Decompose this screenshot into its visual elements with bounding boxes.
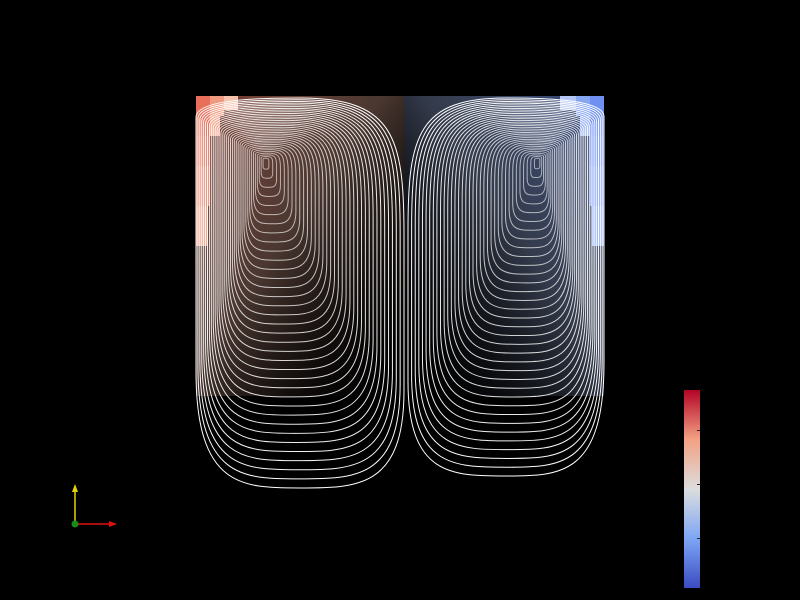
streamline [483,133,566,293]
streamline [233,131,328,307]
streamline [258,154,278,188]
colorbar-tick [697,484,700,485]
streamline [432,109,592,416]
streamline [212,112,370,407]
streamline [197,99,401,480]
streamline [228,126,339,334]
streamline [490,137,563,275]
streamline [515,149,550,214]
streamline [207,107,382,434]
streamline [418,102,599,451]
streamline [214,114,366,398]
streamline [239,137,316,279]
streamline [458,121,579,354]
streamline [447,116,585,380]
streamline [476,130,570,310]
streamline [262,157,270,170]
field-cell [576,96,590,116]
left-vortex-streamlines [195,97,405,489]
field-cell [210,116,220,136]
streamline [222,121,351,361]
streamline [472,128,572,319]
streamline [486,135,565,284]
streamline [497,140,559,258]
streamline [523,152,546,196]
streamline [407,97,605,477]
streamline [241,138,312,270]
streamline [468,126,574,328]
streamline [224,123,347,352]
streamline [440,112,588,398]
streamline [512,147,552,222]
streamline [256,152,281,197]
streamline [494,138,561,266]
streamline [450,118,583,372]
y-axis-arrowhead [72,484,78,492]
streamline [237,135,320,289]
streamline [519,150,548,205]
streamline [479,131,568,301]
streamline [533,157,541,170]
streamline [195,97,405,489]
streamline [436,111,590,407]
colorbar-ramp [684,390,700,588]
streamline [421,104,598,442]
colorbar-tick [697,538,700,539]
streamline [210,111,374,416]
colorbar [684,390,700,588]
streamline [201,102,393,462]
streamline [461,123,577,345]
streamline [260,156,274,179]
streamline [530,156,543,179]
streamline [199,100,397,471]
streamline [429,107,594,424]
streamline [235,133,324,298]
streamline [526,154,544,187]
streamline [216,116,363,389]
streamline [443,114,587,389]
streamline [205,106,386,443]
streamline [414,100,601,459]
streamline [411,99,603,468]
streamline [220,119,355,371]
field-cell [210,96,224,116]
streamline [203,104,390,453]
streamline [245,142,305,252]
streamline [249,145,297,234]
streamline [247,143,301,243]
streamline [218,118,359,380]
streamline [454,119,581,363]
streamline [208,109,378,425]
x-axis-arrowhead [109,521,117,527]
streamline [231,130,332,316]
streamline [254,150,285,207]
streamline [465,125,576,337]
axes-origin [71,520,79,528]
streamline [251,147,293,225]
colorbar-tick [697,430,700,431]
streamline [243,140,308,261]
orientation-axes [71,484,117,528]
right-vortex-streamlines [407,97,605,477]
streamline [230,128,335,325]
streamline [505,143,555,240]
streamline [501,142,557,249]
streamline [425,106,596,433]
streamline [253,149,289,216]
streamline [508,145,554,231]
streamline [226,125,343,343]
